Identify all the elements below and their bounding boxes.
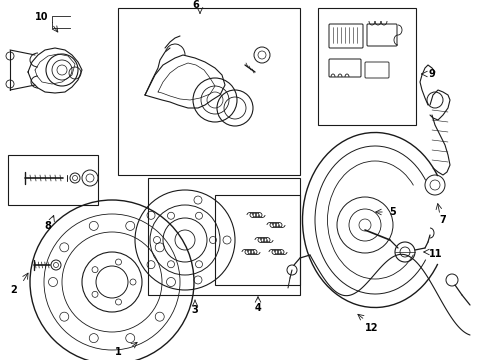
Text: 3: 3 [191,305,198,315]
Text: 5: 5 [389,207,396,217]
Text: 10: 10 [35,12,49,22]
Bar [8,155,98,205]
Text: 2: 2 [11,285,18,295]
Text: 12: 12 [365,323,378,333]
Bar [118,8,299,175]
Bar [215,195,299,285]
Bar [317,8,415,125]
Text: 9: 9 [428,69,434,79]
Text: 1: 1 [114,347,121,357]
Text: 8: 8 [44,221,51,231]
Text: 6: 6 [192,0,199,10]
Text: 4: 4 [254,303,261,313]
Text: 7: 7 [439,215,446,225]
Text: 11: 11 [428,249,442,259]
Bar [148,178,299,295]
